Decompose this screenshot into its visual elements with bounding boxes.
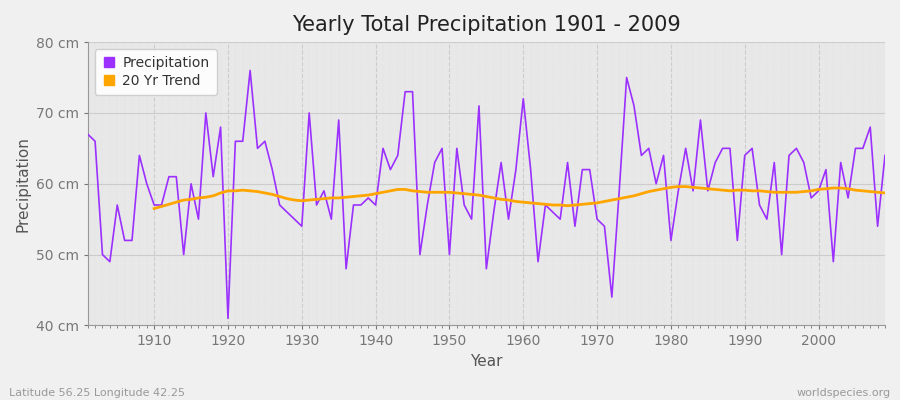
Text: worldspecies.org: worldspecies.org — [796, 388, 891, 398]
Y-axis label: Precipitation: Precipitation — [15, 136, 30, 232]
Title: Yearly Total Precipitation 1901 - 2009: Yearly Total Precipitation 1901 - 2009 — [292, 15, 680, 35]
Text: Latitude 56.25 Longitude 42.25: Latitude 56.25 Longitude 42.25 — [9, 388, 185, 398]
X-axis label: Year: Year — [470, 354, 502, 369]
Legend: Precipitation, 20 Yr Trend: Precipitation, 20 Yr Trend — [94, 49, 217, 95]
